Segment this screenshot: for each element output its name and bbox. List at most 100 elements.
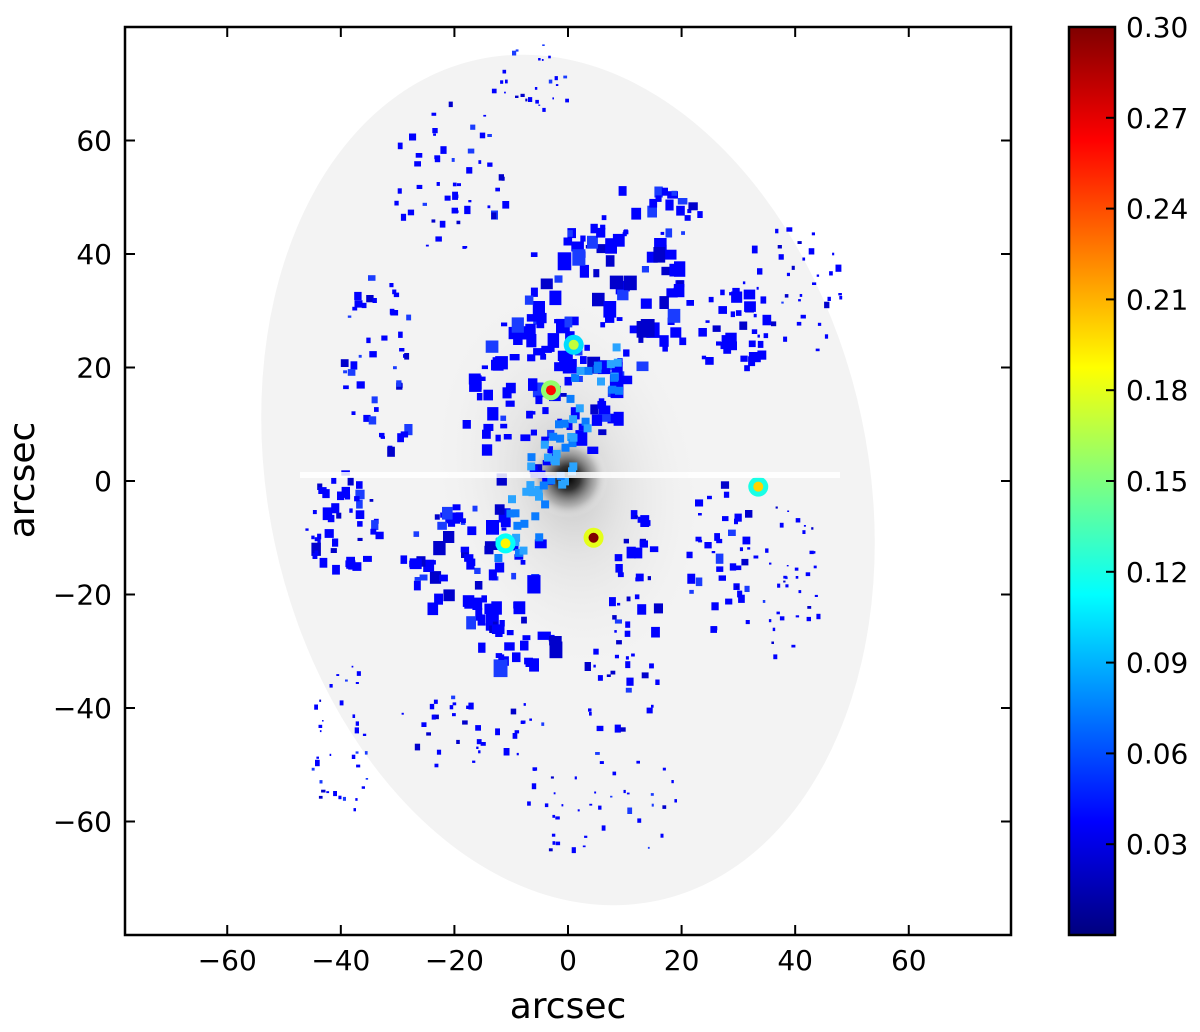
emission-pixel [757,334,760,338]
emission-pixel [522,635,531,641]
emission-pixel [641,266,649,273]
emission-pixel [547,446,553,453]
colorbar-tick-label: 0.06 [1126,737,1188,770]
emission-pixel [483,423,494,431]
emission-pixel [677,198,688,205]
emission-pixel [495,728,500,736]
emission-pixel [511,317,524,333]
emission-pixel [575,404,584,413]
emission-pixel [711,602,719,611]
emission-pixel [315,759,320,767]
emission-pixel [568,439,577,448]
emission-pixel [625,621,631,628]
emission-pixel [343,370,348,374]
emission-pixel [599,761,604,764]
emission-pixel [387,446,395,457]
emission-pixel [798,590,802,594]
emission-pixel [748,352,761,363]
emission-pixel [580,235,586,242]
emission-pixel [729,292,735,296]
emission-pixel [513,601,523,609]
emission-pixel [827,296,831,301]
emission-pixel [324,529,334,538]
emission-pixel [515,49,519,52]
emission-pixel [357,521,363,527]
emission-pixel [772,627,776,632]
emission-pixel [581,417,590,426]
emission-pixel [484,603,494,615]
emission-pixel [714,533,720,541]
emission-pixel [589,712,592,716]
emission-pixel [653,603,663,614]
colorbar-tick-label: 0.03 [1126,828,1188,861]
emission-pixel [612,414,618,419]
emission-pixel [434,593,443,605]
emission-pixel [362,733,367,736]
emission-pixel [716,566,724,572]
emission-pixel [404,424,413,436]
emission-pixel [578,423,587,431]
emission-pixel [551,833,556,837]
emission-pixel [503,748,510,756]
emission-pixel [350,361,358,370]
emission-pixel [565,98,569,103]
emission-pixel [698,539,703,543]
emission-pixel [512,533,521,542]
emission-pixel [311,542,321,556]
emission-pixel [747,547,751,550]
emission-pixel [711,551,716,554]
emission-pixel [530,252,538,257]
emission-pixel [401,712,404,715]
emission-pixel [744,585,750,592]
emission-pixel [369,499,374,502]
emission-pixel [796,321,802,326]
emission-pixel [429,703,435,710]
emission-pixel [355,798,358,801]
emission-pixel [352,306,358,311]
emission-pixel [564,316,573,328]
emission-pixel [541,436,549,444]
emission-pixel [520,519,529,528]
emission-pixel [481,595,487,603]
emission-pixel [541,59,544,61]
emission-pixel [778,254,784,260]
emission-pixel [526,410,533,419]
emission-pixel [730,311,735,318]
emission-pixel [592,292,605,307]
emission-pixel [539,481,548,490]
emission-pixel [739,321,748,330]
emission-pixel [617,572,624,578]
emission-pixel [795,576,799,579]
emission-pixel [487,205,491,209]
emission-pixel [569,415,578,424]
emission-pixel [614,724,621,733]
emission-pixel [817,322,822,326]
x-tick-label: 20 [664,944,700,977]
emission-pixel [354,727,359,734]
emission-pixel [609,597,616,607]
emission-pixel [530,411,536,415]
emission-pixel [620,727,626,732]
emission-pixel [531,512,540,521]
emission-pixel [688,202,698,211]
emission-pixel [437,521,447,530]
emission-pixel [614,630,617,633]
emission-pixel [491,601,502,615]
emission-pixel [623,229,628,234]
emission-pixel [615,554,620,558]
emission-pixel [366,337,371,344]
emission-pixel [482,429,491,439]
emission-pixel [651,704,654,708]
emission-pixel [533,348,545,356]
emission-pixel [593,648,599,655]
emission-pixel [737,590,743,598]
emission-pixel [399,348,405,352]
emission-pixel [626,546,636,559]
emission-pixel [366,295,374,303]
emission-pixel [812,282,817,285]
emission-pixel [582,845,586,848]
emission-pixel [624,630,631,637]
emission-pixel [481,444,493,456]
emission-pixel [356,499,363,509]
emission-pixel [664,249,677,260]
